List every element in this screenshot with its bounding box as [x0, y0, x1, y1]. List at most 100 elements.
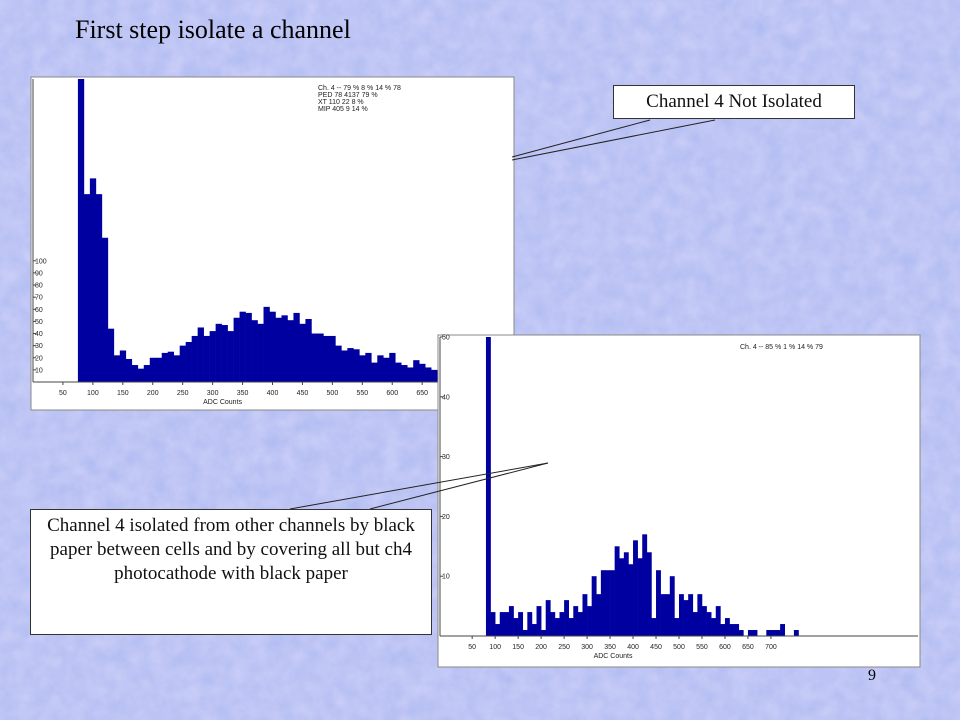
bar [185, 342, 192, 382]
x-tick-label: 700 [765, 644, 777, 651]
bar [711, 618, 717, 636]
bar [347, 348, 354, 382]
stats-line: MIP 405 9 14 % [318, 106, 368, 113]
bar [395, 362, 402, 382]
bars [485, 337, 799, 636]
bar [209, 331, 216, 382]
bar [179, 345, 186, 382]
bar [729, 624, 735, 636]
bar [610, 570, 615, 636]
y-tick-label: 40 [442, 394, 450, 401]
y-tick-label: 50 [35, 319, 43, 326]
bar [401, 365, 408, 382]
bar [614, 546, 620, 636]
bar [275, 317, 282, 382]
bar [173, 355, 180, 382]
bar [573, 606, 579, 636]
y-tick-label: 50 [442, 335, 450, 342]
x-tick-label: 200 [147, 390, 159, 397]
bar [701, 606, 707, 636]
bar [490, 612, 496, 636]
x-tick-label: 600 [386, 390, 398, 397]
bar [107, 328, 115, 382]
bar [251, 320, 258, 382]
x-tick-label: 250 [177, 390, 189, 397]
bar [623, 552, 629, 636]
x-tick-label: 350 [604, 644, 616, 651]
bar [131, 365, 139, 382]
bar [155, 357, 163, 382]
y-tick-label: 40 [35, 331, 43, 338]
bar [269, 311, 276, 382]
bar [83, 194, 91, 382]
bar [706, 612, 712, 636]
bar [407, 367, 414, 382]
y-tick-label: 30 [35, 343, 43, 350]
bar [257, 323, 264, 382]
bar [679, 594, 684, 636]
bar [697, 594, 703, 636]
bar [305, 318, 312, 382]
y-tick-label: 10 [442, 574, 450, 581]
bar [425, 367, 432, 382]
bar [383, 357, 390, 382]
bar [688, 594, 694, 636]
slide-title: First step isolate a channel [75, 15, 351, 44]
y-tick-label: 70 [35, 295, 43, 302]
x-tick-label: 300 [581, 644, 593, 651]
bar [227, 331, 234, 382]
bar [317, 333, 324, 382]
bar [341, 350, 348, 382]
bar [167, 351, 175, 382]
bar [568, 618, 574, 636]
bar [522, 630, 528, 636]
bar [293, 312, 300, 382]
bar [633, 540, 638, 636]
bar [95, 194, 103, 382]
bar [197, 327, 204, 382]
bar [371, 362, 378, 382]
bar [504, 612, 510, 636]
bar [536, 606, 542, 636]
bar [766, 630, 772, 636]
bar [518, 612, 524, 636]
bar [591, 576, 597, 636]
bar [752, 630, 758, 636]
bar [660, 594, 666, 636]
bar [233, 317, 240, 382]
bar [554, 618, 560, 636]
bar [353, 349, 360, 382]
bar [605, 570, 611, 636]
bar [365, 352, 372, 382]
bar [413, 360, 420, 382]
bar [359, 355, 366, 382]
stats-line: PED 78 4137 79 % [318, 92, 378, 99]
bar [281, 315, 288, 382]
bar [619, 558, 625, 636]
bar [628, 564, 634, 636]
callout-lines [289, 119, 716, 510]
x-tick-label: 650 [742, 644, 754, 651]
x-tick-label: 650 [416, 390, 428, 397]
x-tick-label: 50 [468, 644, 476, 651]
bar [263, 306, 270, 382]
chart-2: 50 100 150 200 250 300 350 400 450 500 550 600 650 70… [437, 334, 921, 668]
x-tick-label: 100 [87, 390, 99, 397]
bar [221, 325, 228, 382]
x-tick-label: 400 [267, 390, 279, 397]
x-tick-label: 450 [297, 390, 309, 397]
x-tick-label: 150 [117, 390, 129, 397]
bar [143, 365, 151, 382]
bar [377, 355, 384, 382]
bar [724, 618, 730, 636]
bar [431, 369, 438, 382]
bar [720, 624, 726, 636]
bar [311, 333, 318, 382]
bar [215, 323, 222, 382]
pointer [511, 119, 716, 161]
bar [119, 350, 127, 382]
pointer [289, 462, 549, 510]
x-tick-label: 150 [512, 644, 524, 651]
